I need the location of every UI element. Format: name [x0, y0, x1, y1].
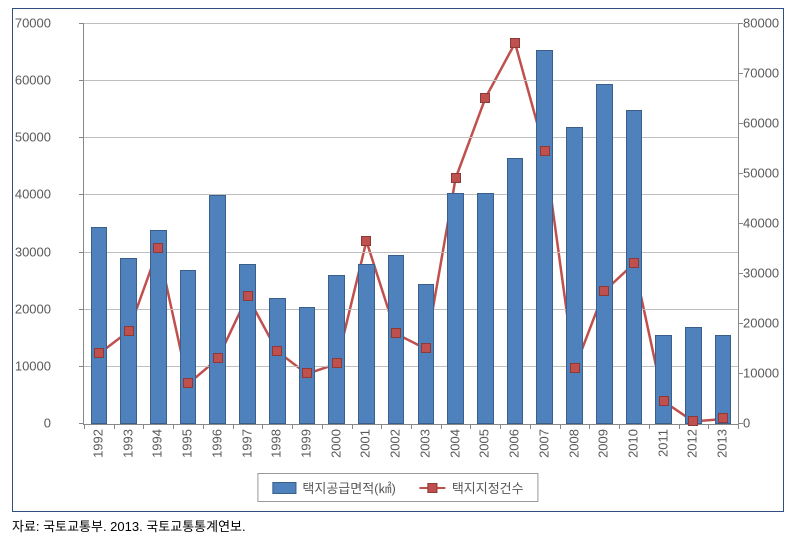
bar	[447, 193, 464, 424]
x-tick: 2002	[388, 429, 403, 458]
line-marker	[332, 358, 342, 368]
x-tick: 2007	[536, 429, 551, 458]
x-tick: 1995	[180, 429, 195, 458]
line-marker	[540, 146, 550, 156]
legend-item-bars: 택지공급면적(㎢)	[272, 478, 395, 497]
x-tick: 1998	[269, 429, 284, 458]
line-marker	[391, 328, 401, 338]
legend-line-swatch	[420, 482, 446, 494]
x-tick: 2004	[447, 429, 462, 458]
bar	[150, 230, 167, 424]
y-left-tick: 0	[3, 416, 51, 431]
line-marker	[302, 368, 312, 378]
bar	[239, 264, 256, 424]
y-right-tick: 10000	[743, 366, 791, 381]
y-right-tick: 80000	[743, 16, 791, 31]
x-tick: 2005	[477, 429, 492, 458]
y-right-tick: 30000	[743, 266, 791, 281]
line-marker	[361, 236, 371, 246]
line-marker	[688, 416, 698, 426]
y-right-tick: 0	[743, 416, 791, 431]
bar	[715, 335, 732, 424]
bar	[120, 258, 137, 424]
bar	[536, 50, 553, 424]
y-right-tick: 70000	[743, 66, 791, 81]
y-right-tick: 60000	[743, 116, 791, 131]
x-tick: 2012	[685, 429, 700, 458]
x-tick: 2001	[358, 429, 373, 458]
y-right-tick: 40000	[743, 216, 791, 231]
line-marker	[243, 291, 253, 301]
plot-area	[83, 23, 739, 425]
legend-bar-label: 택지공급면적(㎢)	[302, 478, 395, 497]
x-tick: 1996	[209, 429, 224, 458]
source-text: 자료: 국토교통부. 2013. 국토교통통계연보.	[12, 516, 246, 535]
x-tick: 2010	[625, 429, 640, 458]
line-marker	[183, 378, 193, 388]
y-left-tick: 20000	[3, 301, 51, 316]
y-left-tick: 40000	[3, 187, 51, 202]
line-marker	[510, 38, 520, 48]
x-tick: 2013	[715, 429, 730, 458]
gridline	[84, 80, 738, 81]
line-marker	[480, 93, 490, 103]
bar	[418, 284, 435, 424]
y-left-tick: 70000	[3, 16, 51, 31]
x-tick: 1994	[150, 429, 165, 458]
legend: 택지공급면적(㎢) 택지지정건수	[257, 473, 538, 502]
x-tick: 1993	[120, 429, 135, 458]
bar	[358, 264, 375, 424]
x-tick: 2003	[417, 429, 432, 458]
line-marker	[272, 346, 282, 356]
line-marker	[421, 343, 431, 353]
y-left-tick: 60000	[3, 73, 51, 88]
y-left-tick: 10000	[3, 358, 51, 373]
x-tick: 2006	[507, 429, 522, 458]
bar	[596, 84, 613, 424]
x-tick: 1992	[90, 429, 105, 458]
line-marker	[451, 173, 461, 183]
line-marker	[94, 348, 104, 358]
x-tick: 2008	[566, 429, 581, 458]
line-marker	[659, 396, 669, 406]
bar	[566, 127, 583, 424]
line-marker	[124, 326, 134, 336]
bar	[685, 327, 702, 424]
chart-border: 택지공급면적(㎢) 택지지정건수 01000020000300004000050…	[12, 8, 784, 512]
line-marker	[718, 413, 728, 423]
y-right-tick: 50000	[743, 166, 791, 181]
line-marker	[599, 286, 609, 296]
bar	[209, 195, 226, 424]
bar	[269, 298, 286, 424]
legend-item-line: 택지지정건수	[420, 478, 524, 497]
legend-line-label: 택지지정건수	[452, 478, 524, 497]
line-marker	[629, 258, 639, 268]
bar	[477, 193, 494, 424]
y-left-tick: 50000	[3, 130, 51, 145]
y-left-tick: 30000	[3, 244, 51, 259]
legend-bar-swatch	[272, 482, 296, 494]
x-tick: 1999	[298, 429, 313, 458]
y-right-tick: 20000	[743, 316, 791, 331]
x-tick: 2009	[596, 429, 611, 458]
line-marker	[570, 363, 580, 373]
bar	[91, 227, 108, 424]
bar	[299, 307, 316, 424]
x-tick: 2011	[655, 429, 670, 457]
gridline	[84, 23, 738, 24]
x-tick: 2000	[328, 429, 343, 458]
bar	[655, 335, 672, 424]
bar	[507, 158, 524, 424]
bar	[388, 255, 405, 424]
bar	[180, 270, 197, 424]
line-marker	[213, 353, 223, 363]
bar	[328, 275, 345, 424]
line-marker	[153, 243, 163, 253]
chart-container: 택지공급면적(㎢) 택지지정건수 01000020000300004000050…	[0, 0, 798, 542]
x-tick: 1997	[239, 429, 254, 458]
